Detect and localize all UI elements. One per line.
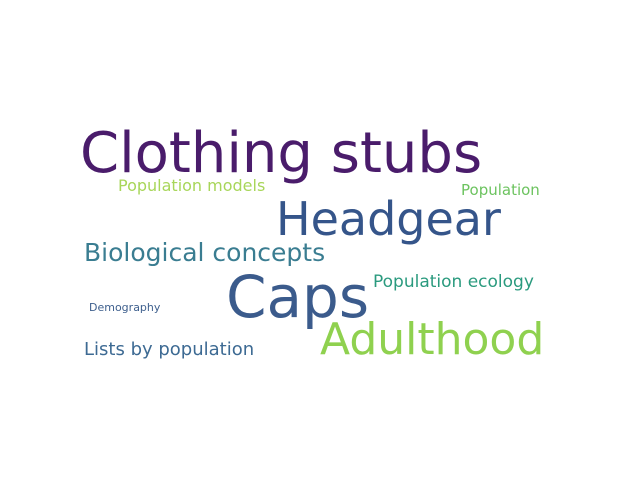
word-population-models: Population models xyxy=(118,176,266,195)
word-population-ecology: Population ecology xyxy=(373,272,534,292)
word-demography: Demography xyxy=(89,301,161,314)
word-lists-by-population: Lists by population xyxy=(84,339,255,360)
word-biological-concepts: Biological concepts xyxy=(84,238,326,267)
word-headgear: Headgear xyxy=(276,192,501,246)
word-adulthood: Adulthood xyxy=(320,314,545,365)
word-population: Population xyxy=(461,181,540,199)
word-clothing-stubs: Clothing stubs xyxy=(80,121,483,186)
word-caps: Caps xyxy=(226,263,370,331)
